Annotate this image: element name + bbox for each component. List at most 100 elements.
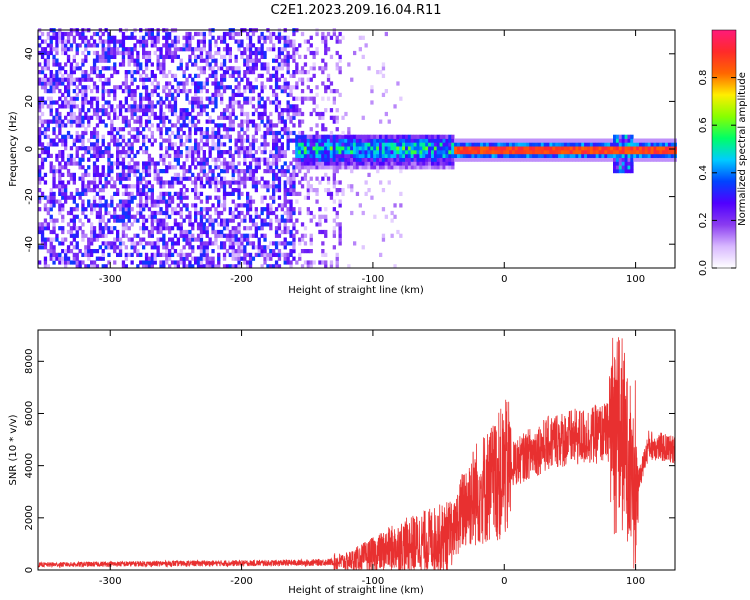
spectrogram-cell: [87, 73, 91, 79]
spectrogram-cell: [248, 43, 253, 48]
spectrogram-cell: [116, 47, 120, 52]
spectrogram-cell: [153, 241, 157, 246]
spectrogram-cell: [260, 233, 264, 238]
spectrogram-cell: [173, 111, 178, 117]
spectrogram-cell: [335, 188, 339, 193]
spectrogram-cell: [118, 153, 123, 159]
spectrogram-cell: [194, 207, 198, 212]
spectrogram-cell: [295, 104, 299, 109]
spectrogram-cell: [222, 264, 227, 269]
spectrogram-cell: [329, 150, 334, 155]
spectrogram-cell: [222, 180, 227, 185]
spectrogram-cell: [81, 146, 85, 151]
spectrogram-cell: [58, 39, 62, 44]
spectrogram-cell: [211, 226, 215, 231]
spectrogram-cell: [43, 256, 48, 261]
spectrogram-cell: [211, 58, 215, 63]
spectrogram-cell: [274, 70, 279, 75]
spectrogram-cell: [234, 252, 238, 258]
spectrogram-cell: [367, 146, 371, 151]
spectrogram-cell: [289, 108, 293, 113]
spectrogram-cell: [61, 92, 65, 98]
spectrogram-cell: [422, 138, 426, 143]
spectrogram-cell: [182, 165, 186, 170]
spectrogram-cell: [517, 146, 521, 151]
spectrogram-cell: [162, 62, 166, 67]
spectrogram-cell: [185, 256, 189, 261]
spectrogram-cell: [130, 191, 134, 197]
spectrogram-cell: [118, 249, 123, 254]
spectrogram-cell: [306, 146, 310, 151]
spectrogram-cell: [81, 104, 85, 109]
spectrogram-cell: [621, 169, 625, 174]
spectrogram-cell: [214, 81, 218, 86]
spectrogram-cell: [234, 150, 238, 155]
spectrogram-cell: [384, 31, 388, 37]
spectrogram-cell: [78, 89, 82, 94]
spectrogram-cell: [116, 39, 120, 44]
spectrogram-cell: [332, 229, 336, 235]
spectrogram-cell: [315, 157, 319, 162]
spectrogram-cell: [165, 222, 169, 227]
spectrogram-cell: [127, 50, 131, 56]
spectrogram-cell: [61, 256, 65, 261]
spectrogram-cell: [442, 146, 446, 151]
spectrogram-cell: [269, 264, 273, 269]
spectrogram-cell: [116, 191, 120, 197]
spectrogram-cell: [260, 104, 264, 109]
spectrogram-cell: [243, 180, 247, 185]
spectrogram-cell: [118, 150, 123, 155]
spectrogram-cell: [329, 138, 334, 143]
spectrogram-cell: [153, 245, 157, 250]
spectrogram-cell: [263, 233, 267, 238]
spectrogram-cell: [113, 127, 117, 132]
spectrogram-cell: [520, 157, 524, 162]
spectrogram-cell: [457, 157, 461, 162]
spectrogram-cell: [162, 184, 166, 189]
spectrogram-cell: [471, 146, 475, 151]
spectrogram-cell: [168, 195, 172, 200]
spectrogram-cell: [191, 146, 195, 151]
spectrogram-cell: [64, 62, 68, 67]
spectrogram-cell: [246, 100, 250, 105]
spectrogram-cell: [272, 146, 276, 151]
spectrogram-cell: [529, 146, 533, 151]
spectrogram-cell: [165, 47, 169, 52]
spectrogram-cell: [662, 153, 666, 159]
spectrogram-cell: [384, 165, 388, 170]
spectrogram-cell: [251, 50, 256, 56]
spectrogram-cell: [324, 153, 328, 159]
spectrogram-cell: [431, 150, 435, 155]
spectrogram-cell: [263, 180, 267, 185]
spectrogram-cell: [318, 134, 322, 139]
spectrogram-cell: [72, 176, 76, 181]
spectrogram-cell: [107, 260, 111, 265]
spectrogram-cell: [92, 134, 97, 139]
spectrogram-cell: [66, 229, 71, 235]
spectrogram-cell: [344, 153, 348, 159]
spectrogram-cell: [254, 138, 258, 143]
spectrogram-cell: [199, 184, 204, 189]
spectrogram-cell: [38, 115, 42, 120]
spectrogram-cell: [381, 73, 386, 79]
spectrogram-cell: [338, 153, 342, 159]
spectrogram-cell: [165, 169, 169, 174]
spectrogram-cell: [379, 142, 383, 147]
spectrogram-cell: [540, 138, 545, 143]
spectrogram-cell: [283, 130, 287, 136]
spectrogram-cell: [188, 134, 192, 139]
spectrogram-cell: [217, 172, 221, 178]
spectrogram-cell: [289, 180, 293, 185]
spectrogram-cell: [118, 127, 123, 132]
spectrogram-cell: [627, 134, 631, 139]
spectrogram-cell: [90, 260, 94, 265]
spectrogram-cell: [289, 249, 293, 254]
spectrogram-cell: [153, 169, 157, 174]
spectrogram-cell: [332, 245, 336, 250]
spectrogram-cell: [237, 226, 241, 231]
spectrogram-cell: [133, 127, 137, 132]
spectrogram-cell: [442, 134, 446, 139]
spectrogram-cell: [257, 245, 261, 250]
spectrogram-cell: [196, 100, 201, 105]
spectrogram-cell: [87, 249, 91, 254]
